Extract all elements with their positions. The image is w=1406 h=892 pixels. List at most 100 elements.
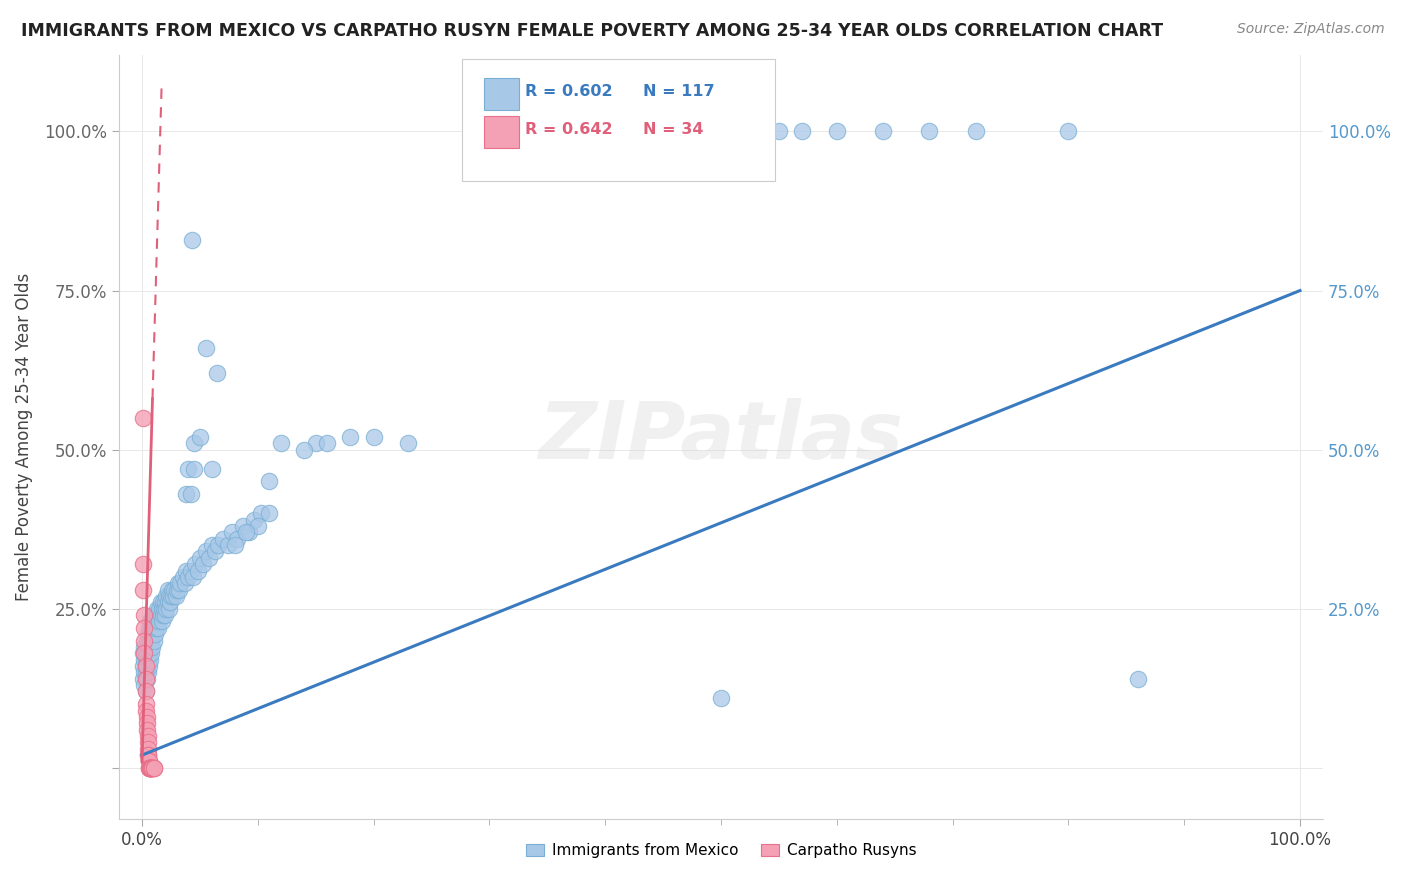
Point — [270, 436, 292, 450]
Point — [143, 615, 166, 629]
FancyBboxPatch shape — [484, 116, 519, 148]
Point — [136, 665, 159, 680]
Point — [156, 582, 179, 597]
Point — [204, 544, 226, 558]
Point — [259, 506, 281, 520]
FancyBboxPatch shape — [463, 59, 775, 181]
Point — [180, 564, 202, 578]
Point — [141, 761, 163, 775]
Point — [142, 633, 165, 648]
Point — [184, 558, 207, 572]
Point — [224, 538, 246, 552]
Point — [174, 487, 197, 501]
Point — [188, 550, 211, 565]
Point — [141, 761, 163, 775]
Point — [169, 576, 191, 591]
Text: IMMIGRANTS FROM MEXICO VS CARPATHO RUSYN FEMALE POVERTY AMONG 25-34 YEAR OLDS CO: IMMIGRANTS FROM MEXICO VS CARPATHO RUSYN… — [21, 22, 1163, 40]
Point — [135, 684, 157, 698]
Point — [139, 761, 162, 775]
Point — [142, 608, 165, 623]
Text: Source: ZipAtlas.com: Source: ZipAtlas.com — [1237, 22, 1385, 37]
Point — [135, 697, 157, 711]
Point — [167, 582, 190, 597]
Point — [138, 755, 160, 769]
Point — [217, 538, 239, 552]
Point — [148, 615, 170, 629]
Point — [157, 589, 180, 603]
Point — [135, 716, 157, 731]
Point — [131, 410, 153, 425]
Point — [198, 550, 221, 565]
Point — [163, 582, 186, 597]
Point — [918, 124, 941, 138]
Point — [174, 576, 197, 591]
Point — [132, 646, 155, 660]
Point — [135, 646, 157, 660]
Text: N = 117: N = 117 — [643, 84, 714, 99]
Point — [232, 519, 254, 533]
Point — [872, 124, 894, 138]
Point — [148, 601, 170, 615]
Point — [134, 640, 156, 654]
Point — [193, 558, 215, 572]
Point — [153, 601, 176, 615]
Point — [162, 589, 184, 603]
Point — [177, 570, 200, 584]
Point — [1057, 124, 1080, 138]
Point — [135, 704, 157, 718]
Point — [180, 233, 202, 247]
Point — [177, 461, 200, 475]
Point — [145, 608, 167, 623]
Point — [243, 513, 266, 527]
Point — [134, 633, 156, 648]
Point — [174, 564, 197, 578]
Point — [132, 672, 155, 686]
Point — [187, 564, 209, 578]
Point — [246, 519, 269, 533]
Point — [156, 595, 179, 609]
Point — [207, 366, 229, 380]
Point — [138, 621, 160, 635]
Point — [145, 621, 167, 635]
Point — [183, 436, 205, 450]
Point — [965, 124, 987, 138]
Point — [194, 341, 217, 355]
Point — [167, 576, 190, 591]
Point — [141, 640, 163, 654]
Point — [363, 430, 385, 444]
Point — [136, 653, 159, 667]
Point — [226, 532, 249, 546]
Legend: Immigrants from Mexico, Carpatho Rusyns: Immigrants from Mexico, Carpatho Rusyns — [519, 838, 922, 864]
Point — [146, 615, 169, 629]
Point — [238, 525, 260, 540]
Point — [150, 601, 173, 615]
Point — [1126, 672, 1149, 686]
Point — [172, 570, 194, 584]
Point — [138, 646, 160, 660]
Point — [141, 627, 163, 641]
FancyBboxPatch shape — [484, 78, 519, 110]
Text: R = 0.642: R = 0.642 — [524, 122, 613, 137]
Point — [136, 640, 159, 654]
Point — [141, 633, 163, 648]
Point — [155, 595, 177, 609]
Point — [316, 436, 339, 450]
Point — [160, 582, 183, 597]
Point — [148, 621, 170, 635]
Point — [152, 608, 174, 623]
Point — [825, 124, 848, 138]
Point — [155, 589, 177, 603]
Point — [138, 761, 160, 775]
Point — [292, 442, 315, 457]
Point — [141, 646, 163, 660]
Point — [138, 761, 160, 775]
Point — [181, 570, 204, 584]
Point — [157, 601, 180, 615]
Point — [136, 729, 159, 743]
Point — [132, 558, 155, 572]
Y-axis label: Female Poverty Among 25-34 Year Olds: Female Poverty Among 25-34 Year Olds — [15, 273, 32, 601]
Point — [136, 735, 159, 749]
Point — [200, 461, 222, 475]
Point — [135, 659, 157, 673]
Point — [141, 621, 163, 635]
